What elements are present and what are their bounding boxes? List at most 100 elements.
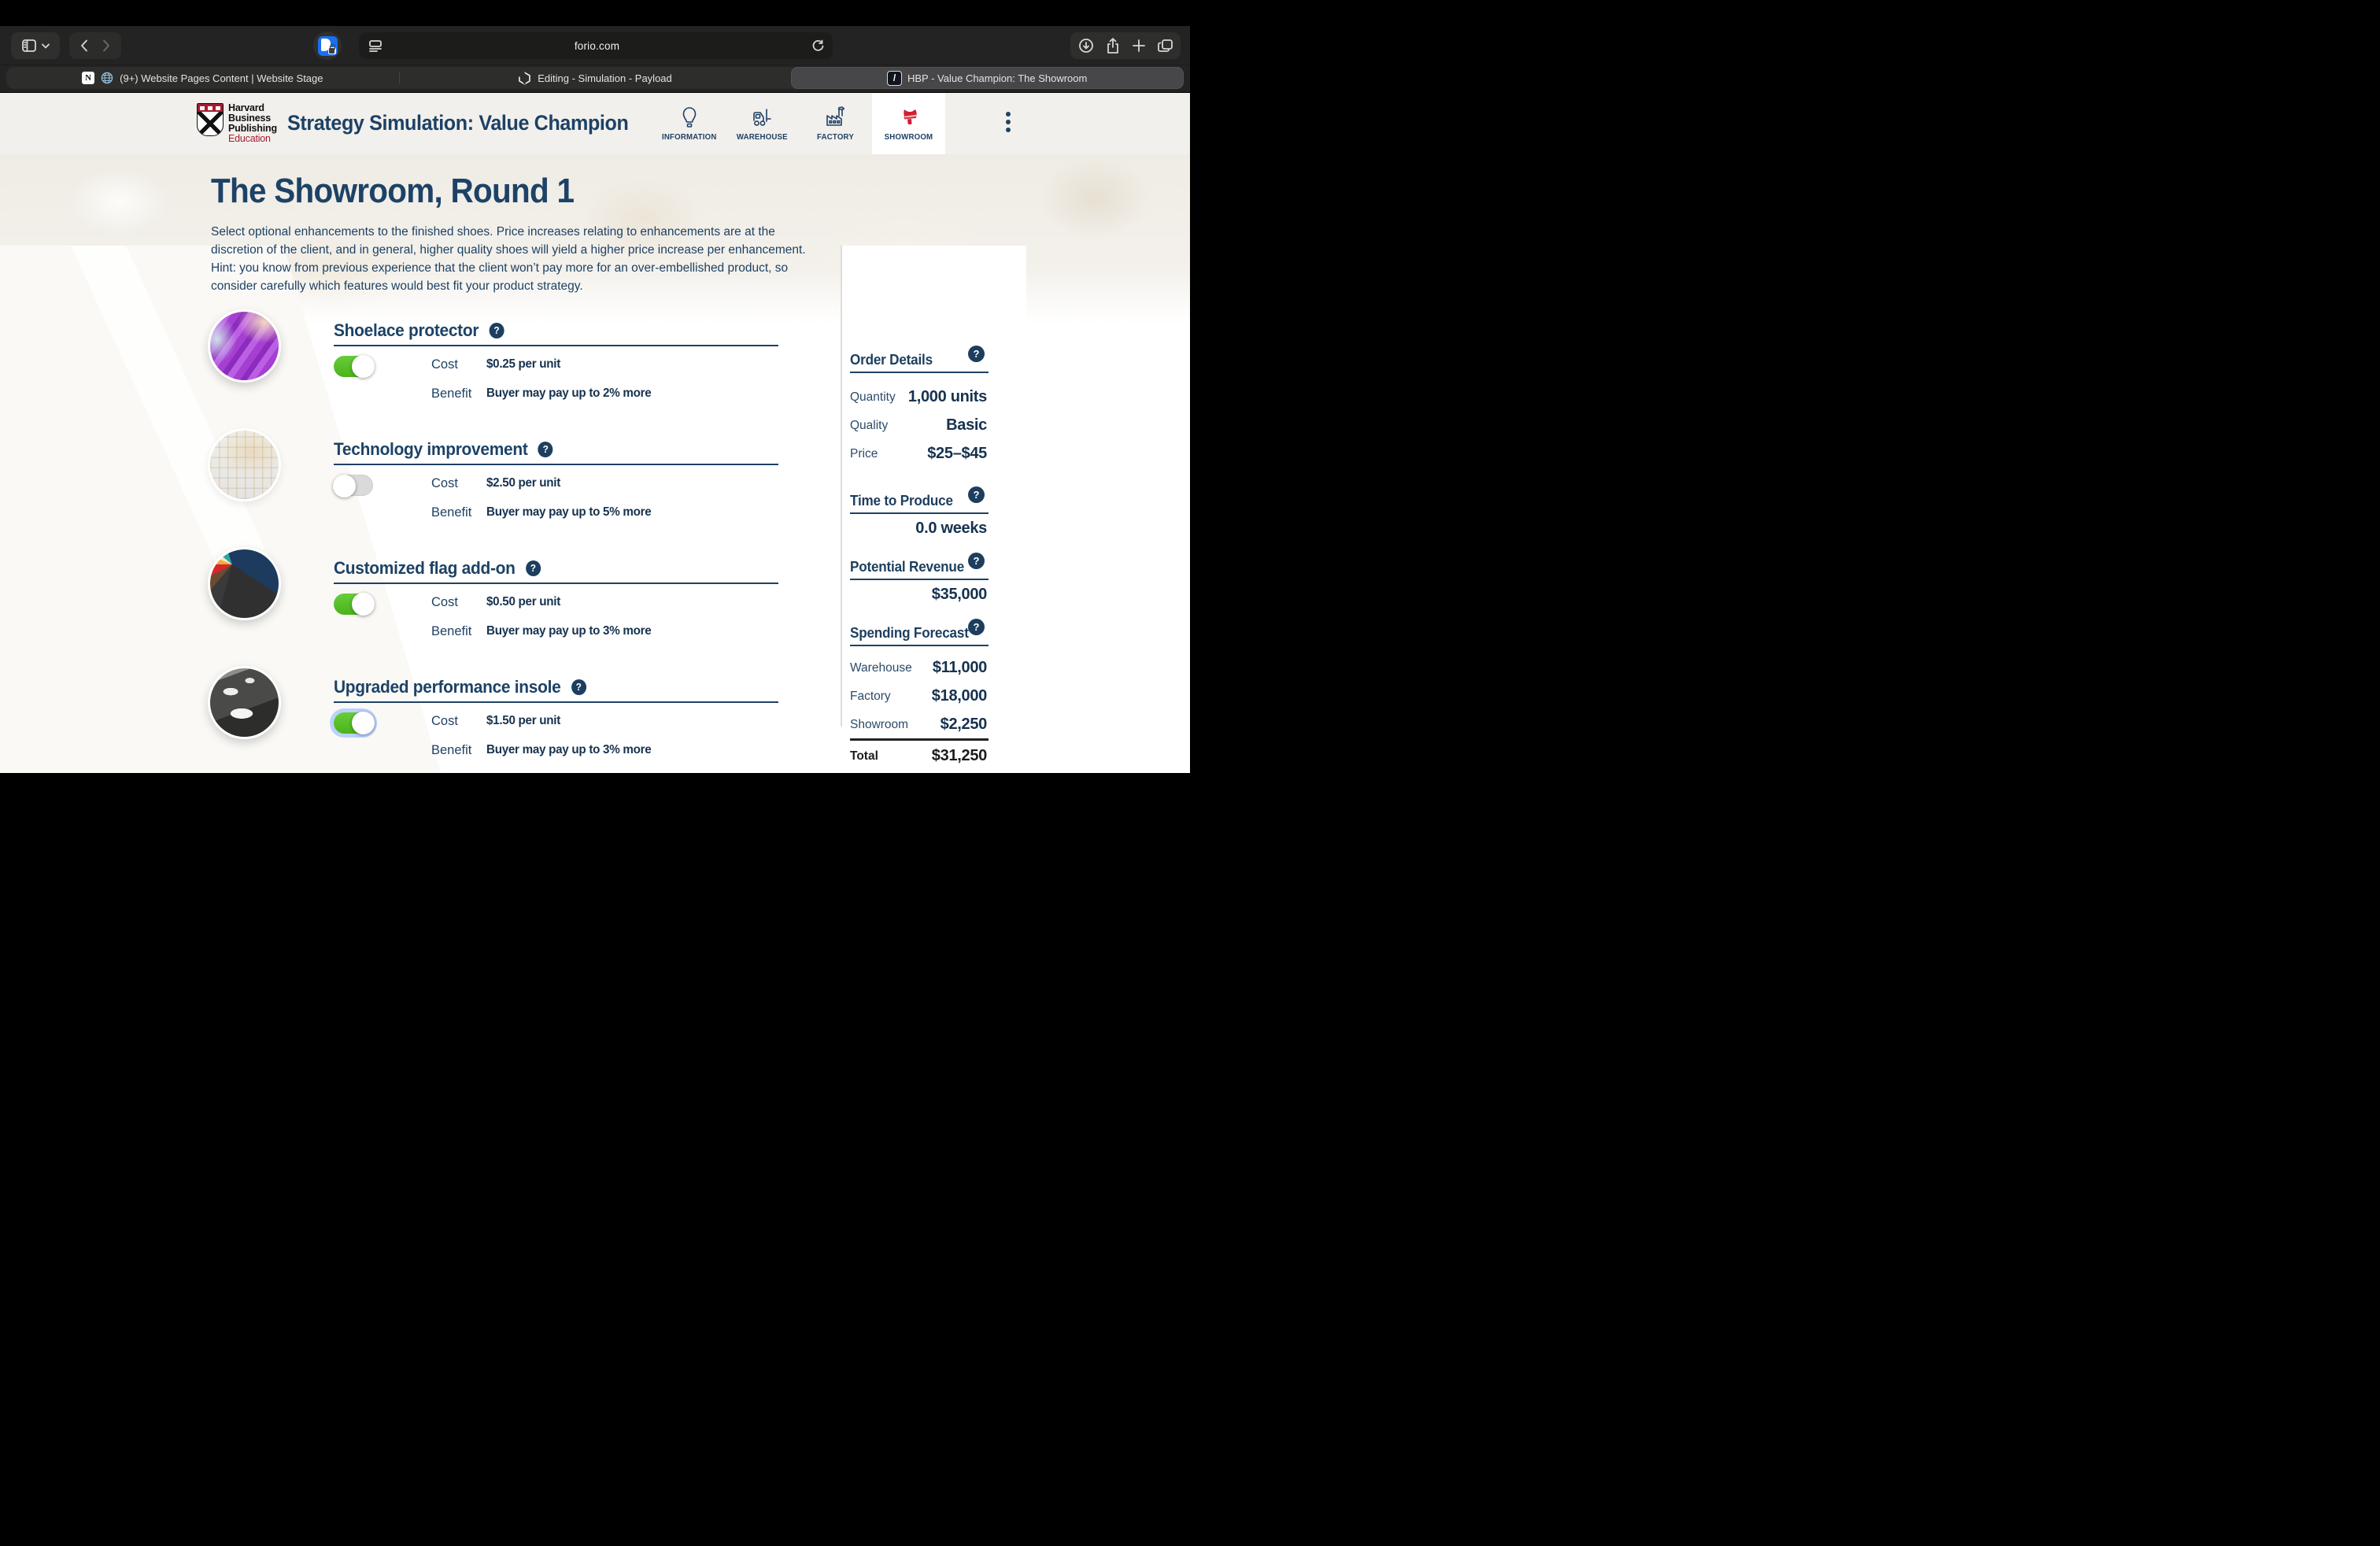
new-tab-button[interactable]: [1132, 39, 1146, 53]
row-label: Showroom: [850, 718, 909, 731]
logo-line: Harvard: [228, 102, 264, 113]
total-label: Total: [850, 749, 878, 763]
nav-label: INFORMATION: [661, 131, 717, 142]
reload-button[interactable]: [811, 39, 825, 53]
cost-label: Cost: [431, 714, 458, 728]
tab-bar: N (9+) Website Pages Content | Website S…: [0, 65, 1190, 92]
share-button[interactable]: [1106, 37, 1120, 54]
enhancement-title: Upgraded performance insole?: [334, 677, 586, 697]
technology-improvement-toggle[interactable]: [333, 475, 373, 497]
hbp-logo[interactable]: Harvard Business Publishing Education: [197, 103, 277, 144]
order-summary-panel: Order Details ? Quantity 1,000 units Qua…: [841, 246, 1026, 764]
tab-hbp-showroom[interactable]: / HBP - Value Champion: The Showroom: [791, 67, 1184, 89]
shoelace-photo: [208, 309, 281, 383]
sidebar-toggle-button[interactable]: [11, 32, 60, 59]
benefit-label: Benefit: [431, 386, 472, 401]
row-value: $18,000: [931, 687, 988, 705]
benefit-label: Benefit: [431, 743, 472, 757]
toolbar-right-group: [1070, 32, 1181, 59]
help-icon[interactable]: ?: [525, 560, 541, 576]
tab-label: HBP - Value Champion: The Showroom: [907, 72, 1088, 84]
help-icon[interactable]: ?: [968, 486, 985, 503]
site-nav: INFORMATION WAREHOUSE: [652, 93, 945, 154]
nav-item-showroom[interactable]: SHOWROOM: [872, 93, 945, 154]
privacy-extension-icon: [317, 35, 338, 56]
page-format-icon[interactable]: [368, 39, 382, 52]
url-text: forio.com: [574, 39, 620, 52]
forio-icon: /: [888, 71, 901, 85]
divider: [334, 345, 778, 346]
downloads-button[interactable]: [1078, 38, 1094, 54]
back-button[interactable]: [80, 39, 88, 52]
help-icon[interactable]: ?: [489, 323, 504, 338]
logo-line: Education: [228, 133, 271, 144]
help-icon[interactable]: ?: [968, 619, 985, 635]
address-bar[interactable]: forio.com: [359, 32, 833, 59]
total-value: $31,250: [931, 747, 988, 764]
row-label: Warehouse: [850, 661, 912, 675]
nav-item-warehouse[interactable]: WAREHOUSE: [726, 93, 799, 154]
row-value: $25–$45: [927, 445, 987, 462]
row-value: $11,000: [932, 659, 987, 676]
performance-insole-toggle[interactable]: [334, 712, 375, 734]
browser-toolbar: forio.com: [0, 26, 1190, 65]
benefit-value: Buyer may pay up to 5% more: [486, 505, 652, 519]
section-title: Potential Revenue: [850, 559, 965, 575]
hbp-shield-icon: [197, 103, 224, 136]
help-icon[interactable]: ?: [968, 346, 985, 362]
divider: [850, 512, 989, 514]
cost-value: $1.50 per unit: [486, 714, 561, 727]
page-intro: Select optional enhancements to the fini…: [211, 225, 806, 293]
nav-item-factory[interactable]: FACTORY: [799, 93, 872, 154]
tab-website-pages[interactable]: N (9+) Website Pages Content | Website S…: [6, 67, 399, 89]
row-value: $2,250: [940, 716, 988, 733]
nav-label: WAREHOUSE: [736, 131, 788, 142]
logo-line: Publishing: [228, 123, 277, 134]
globe-icon: [101, 72, 113, 84]
divider: [850, 645, 989, 646]
enhancement-title: Technology improvement?: [334, 439, 553, 460]
row-value: Basic: [946, 416, 987, 434]
row-label: Quality: [850, 419, 889, 432]
section-title: Order Details: [850, 352, 933, 368]
shoelace-protector-toggle[interactable]: [334, 355, 375, 378]
help-icon[interactable]: ?: [538, 442, 553, 457]
nav-item-information[interactable]: INFORMATION: [652, 93, 726, 154]
row-label: Factory: [850, 690, 891, 703]
logo-line: Business: [228, 113, 271, 124]
enhancement-row: Upgraded performance insole? Cost $1.50 …: [0, 666, 834, 773]
divider: [334, 464, 778, 465]
tab-overview-button[interactable]: [1157, 39, 1173, 53]
help-icon[interactable]: ?: [571, 679, 586, 695]
history-nav-group: [69, 32, 121, 59]
divider: [850, 372, 989, 373]
section-title: Time to Produce: [850, 493, 953, 509]
lightbulb-icon: [682, 106, 696, 128]
screen: forio.com: [0, 0, 1190, 773]
benefit-label: Benefit: [431, 624, 472, 638]
payload-icon: [518, 71, 531, 85]
tab-label: Editing - Simulation - Payload: [538, 72, 672, 84]
customized-flag-toggle[interactable]: [334, 593, 375, 616]
extension-button[interactable]: [313, 31, 342, 60]
factory-icon: [826, 105, 844, 126]
total-divider: [850, 738, 989, 741]
notion-icon: N: [82, 72, 95, 84]
tab-label: (9+) Website Pages Content | Website Sta…: [120, 72, 323, 84]
cost-label: Cost: [431, 476, 458, 490]
time-to-produce-value: 0.0 weeks: [915, 520, 987, 537]
benefit-label: Benefit: [431, 505, 472, 520]
cost-label: Cost: [431, 357, 458, 372]
benefit-value: Buyer may pay up to 2% more: [486, 386, 652, 400]
help-icon[interactable]: ?: [968, 553, 985, 569]
overflow-menu-button[interactable]: [1000, 112, 1017, 135]
cost-label: Cost: [431, 595, 458, 609]
forward-button[interactable]: [102, 39, 110, 52]
tab-payload-editing[interactable]: Editing - Simulation - Payload: [398, 67, 792, 89]
site-header: Harvard Business Publishing Education St…: [0, 93, 1190, 154]
enhancement-title: Shoelace protector?: [334, 320, 504, 341]
sidebar-icon: [21, 39, 36, 52]
row-label: Quantity: [850, 390, 896, 404]
enhancement-row: Customized flag add-on? Cost $0.50 per u…: [0, 547, 834, 676]
cost-value: $2.50 per unit: [486, 476, 561, 490]
